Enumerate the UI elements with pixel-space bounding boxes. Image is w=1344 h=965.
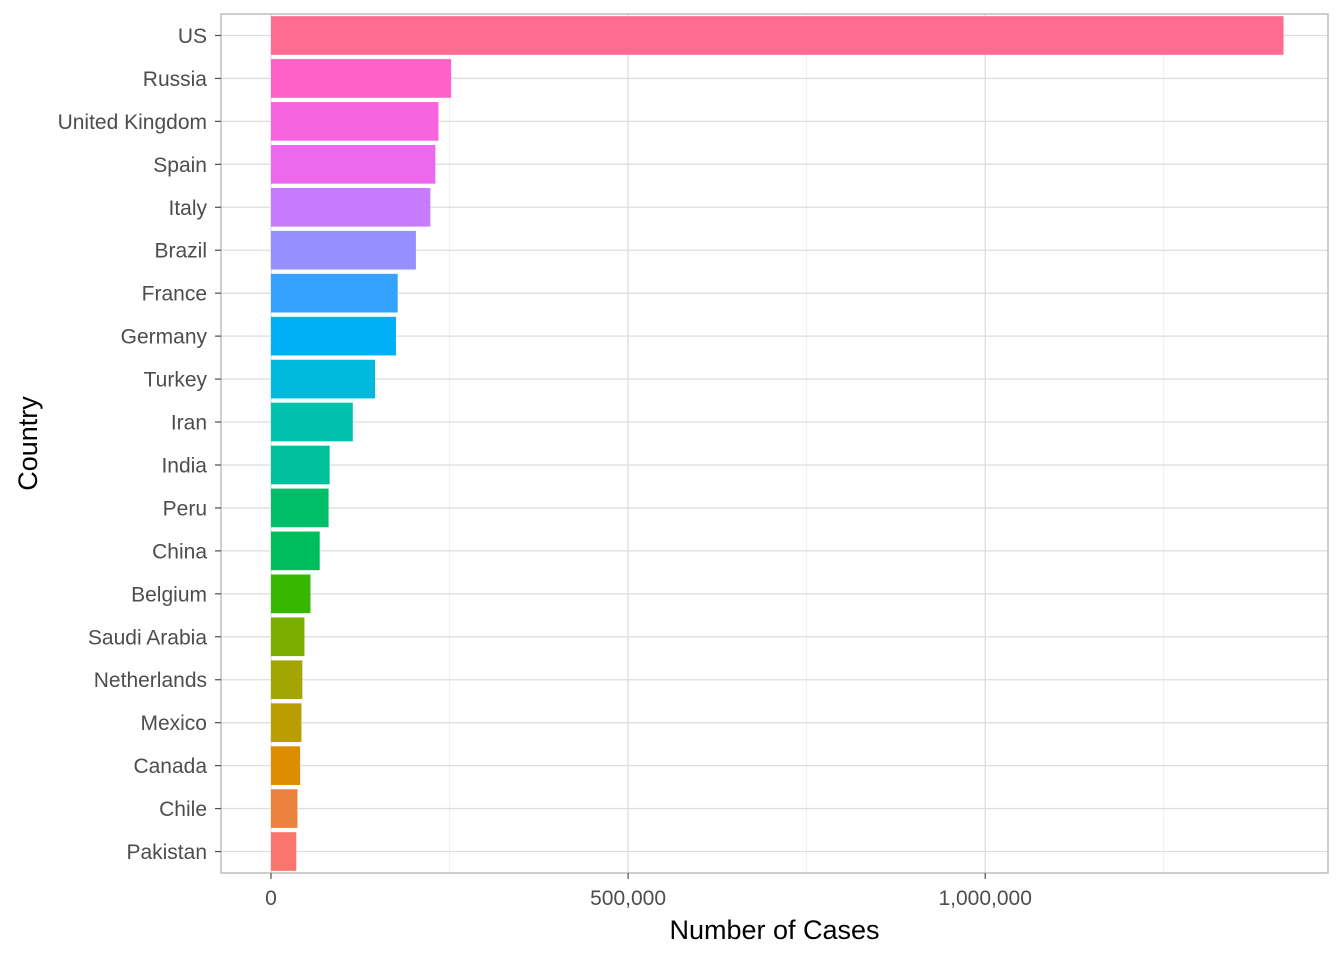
bar-peru — [270, 488, 329, 528]
bars-layer — [270, 16, 1284, 871]
bar-united-kingdom — [270, 102, 439, 141]
bar-india — [270, 445, 330, 485]
grid-layer — [221, 14, 1328, 873]
bar-canada — [270, 746, 301, 785]
x-tick-label: 500,000 — [590, 887, 666, 910]
y-tick-label: Netherlands — [94, 669, 207, 692]
panel-border — [220, 13, 1329, 874]
x-axis-title: Number of Cases — [669, 915, 879, 945]
bar-saudi-arabia — [270, 617, 305, 657]
bar-france — [270, 273, 398, 313]
y-tick-label: Chile — [159, 798, 207, 821]
bar-turkey — [270, 359, 376, 399]
bar-spain — [270, 144, 436, 184]
y-tick-label: Brazil — [154, 240, 207, 263]
y-tick-label: United Kingdom — [58, 111, 207, 134]
bar-italy — [270, 187, 431, 227]
bar-pakistan — [270, 832, 297, 871]
axes-layer: US Russia United Kingdom Spain Italy Brazil Fr… — [58, 25, 1032, 910]
y-axis-title: Country — [13, 396, 43, 491]
x-tick-label: 1,000,000 — [938, 887, 1031, 910]
bar-china — [270, 531, 320, 571]
y-tick-label: Pakistan — [126, 841, 207, 864]
bar-us — [270, 16, 1284, 55]
bar-chile — [270, 789, 298, 828]
bar-germany — [270, 316, 396, 356]
bar-netherlands — [270, 660, 303, 700]
y-tick-label: Italy — [168, 197, 207, 220]
y-tick-label: Turkey — [144, 369, 208, 392]
y-tick-label: Mexico — [140, 712, 207, 735]
bar-russia — [270, 59, 452, 98]
y-tick-label: Russia — [143, 68, 208, 91]
bar-belgium — [270, 574, 311, 614]
y-tick-label: France — [142, 283, 207, 306]
bar-mexico — [270, 703, 302, 743]
y-tick-label: India — [161, 454, 207, 477]
y-tick-label: Saudi Arabia — [88, 626, 207, 649]
bar-iran — [270, 402, 353, 442]
y-tick-label: US — [178, 25, 207, 48]
y-tick-label: Germany — [121, 326, 208, 349]
y-tick-label: China — [152, 540, 207, 563]
bar-brazil — [270, 230, 416, 270]
y-tick-label: Canada — [133, 755, 207, 778]
x-tick-label: 0 — [265, 887, 277, 910]
y-tick-label: Iran — [171, 412, 207, 435]
y-tick-label: Belgium — [131, 583, 207, 606]
y-tick-label: Peru — [163, 497, 207, 520]
y-tick-label: Spain — [153, 154, 207, 177]
